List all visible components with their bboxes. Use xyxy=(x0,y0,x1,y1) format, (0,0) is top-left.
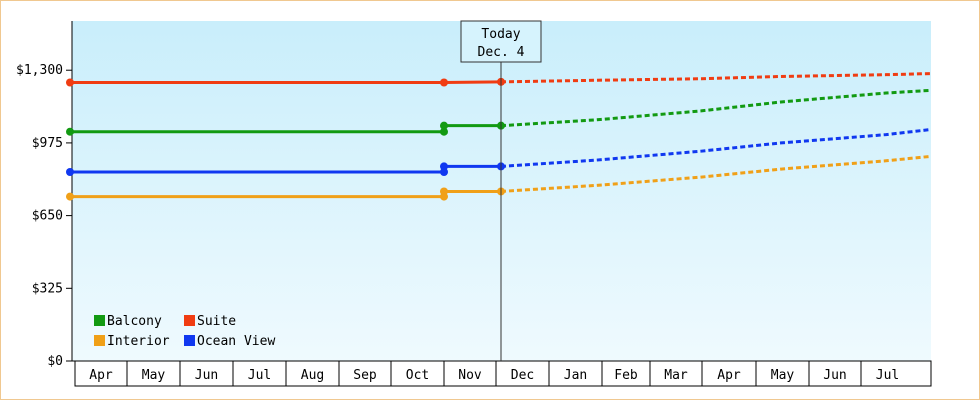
x-tick-label: Dec xyxy=(511,368,534,383)
x-tick-label: Jan xyxy=(564,368,587,383)
y-tick-label: $650 xyxy=(32,209,63,224)
x-tick-label: Nov xyxy=(458,368,482,383)
today-box xyxy=(460,20,542,63)
legend-swatch-ocean-view xyxy=(184,335,195,346)
legend-label-interior: Interior xyxy=(107,334,170,349)
legend: Balcony Suite Interior Ocean View xyxy=(94,314,275,349)
x-tick-label: Apr xyxy=(717,368,741,383)
series-lines xyxy=(66,72,932,201)
series-line-suite xyxy=(70,80,502,85)
series-point-ocean-view xyxy=(440,167,448,176)
y-axis: $0 $325 $650 $975 $1,300 xyxy=(16,21,73,369)
today-label: Today xyxy=(481,27,520,42)
series-forecast-suite xyxy=(500,72,932,84)
x-tick-label: Sep xyxy=(353,368,377,383)
x-axis-band xyxy=(74,360,932,387)
x-tick-label: Jul xyxy=(248,368,271,383)
series-point-suite xyxy=(440,78,448,87)
x-tick-label: Jun xyxy=(823,368,846,383)
series-point-ocean-view xyxy=(440,162,448,171)
x-tick-label: Oct xyxy=(406,368,429,383)
x-tick-label: May xyxy=(771,368,795,383)
series-point-balcony xyxy=(440,127,448,136)
x-tick-label: Jun xyxy=(195,368,218,383)
legend-label-ocean-view: Ocean View xyxy=(197,334,275,349)
series-point-suite xyxy=(66,78,74,87)
today-marker: Today Dec. 4 xyxy=(460,20,542,361)
x-tick-label: Jul xyxy=(876,368,899,383)
today-date: Dec. 4 xyxy=(478,45,525,60)
x-tick-label: Aug xyxy=(301,368,324,383)
series-point-ocean-view xyxy=(66,167,74,176)
y-tick-label: $0 xyxy=(47,354,63,369)
series-point-balcony xyxy=(66,127,74,136)
legend-swatch-balcony xyxy=(94,315,105,326)
x-tick-label: May xyxy=(142,368,166,383)
y-tick-label: $1,300 xyxy=(16,63,63,78)
series-point-interior xyxy=(66,192,74,201)
legend-label-suite: Suite xyxy=(197,314,236,329)
legend-swatch-suite xyxy=(184,315,195,326)
x-tick-label: Mar xyxy=(664,368,688,383)
series-point-balcony xyxy=(440,121,448,130)
series-forecast-interior xyxy=(500,154,932,193)
y-tick-label: $325 xyxy=(32,281,63,296)
x-tick-label: Apr xyxy=(89,368,113,383)
y-tick-label: $975 xyxy=(32,136,63,151)
series-forecast-ocean-view xyxy=(500,127,932,168)
series-point-interior xyxy=(440,187,448,196)
legend-label-balcony: Balcony xyxy=(107,314,162,329)
series-forecast-balcony xyxy=(500,88,932,128)
legend-swatch-interior xyxy=(94,335,105,346)
x-tick-label: Feb xyxy=(614,368,638,383)
x-axis: Apr May Jun Jul Aug Sep Oct Nov Dec Jan Feb Mar Apr M… xyxy=(72,360,932,387)
